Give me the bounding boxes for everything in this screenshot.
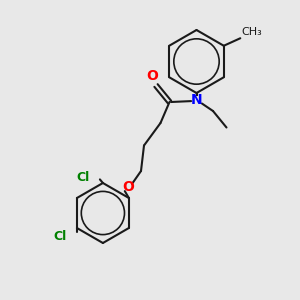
Text: CH₃: CH₃ [242,27,262,37]
Text: Cl: Cl [53,230,66,244]
Text: Cl: Cl [76,171,89,184]
Text: O: O [122,181,134,194]
Text: O: O [146,68,158,83]
Text: N: N [191,94,202,107]
